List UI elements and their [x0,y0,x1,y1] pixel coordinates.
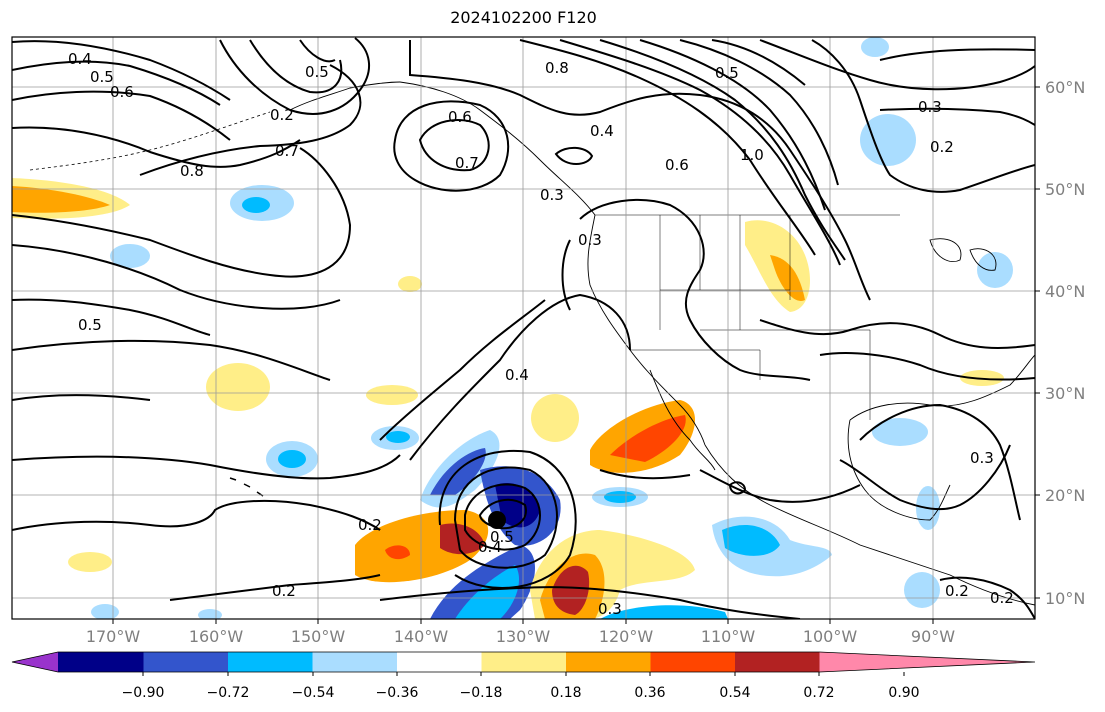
colorbar-swatch [650,652,735,672]
contour-label: 0.3 [540,186,564,204]
lat-label: 60°N [1045,78,1085,97]
contour-label: 0.5 [715,64,739,82]
lat-ticks [1035,86,1040,599]
contour-label: 0.4 [68,50,92,68]
colorbar-swatch [58,652,144,672]
map-panel: 0.4 0.5 0.6 0.8 0.7 0.2 0.8 0.5 0.6 0.7 … [12,37,1035,619]
colorbar-labels: −0.90 −0.72 −0.54 −0.36 −0.18 0.18 0.36 … [122,685,920,701]
contour-label: 0.4 [590,122,614,140]
lon-label: 150°W [291,627,346,646]
contour-label: 0.6 [665,156,689,174]
colorbar-swatch [481,652,566,672]
contour-label: 0.2 [945,582,969,600]
lon-label: 130°W [496,627,551,646]
lat-label: 50°N [1045,180,1085,199]
contour-label: 0.6 [110,83,134,101]
lon-label: 110°W [701,627,756,646]
contour-label: 0.4 [505,366,529,384]
colorbar-swatch [397,652,482,672]
contour-label: 0.8 [180,162,204,180]
colorbar-tick-label: −0.18 [460,685,503,701]
contour-label: 0.8 [545,59,569,77]
colorbar-tick-label: 0.36 [634,685,665,701]
contour-lines [12,37,1035,619]
map-title: 2024102200 F120 [450,8,597,27]
contour-labels: 0.4 0.5 0.6 0.8 0.7 0.2 0.8 0.5 0.6 0.7 … [68,50,1014,618]
lat-label: 40°N [1045,282,1085,301]
contour-label: 0.2 [272,582,296,600]
contour-label: 0.2 [358,516,382,534]
colorbar-tick-label: 0.72 [803,685,834,701]
colorbar-swatch [312,652,397,672]
contour-label: 0.2 [990,589,1014,607]
colorbar-swatch [143,652,228,672]
contour-label: 0.5 [78,316,102,334]
lon-label: 90°W [911,627,955,646]
colorbar-swatch [566,652,651,672]
colorbar [11,651,1036,676]
lat-label: 10°N [1045,589,1085,608]
contour-label: 0.5 [90,68,114,86]
colorbar-swatch [228,652,313,672]
colorbar-tick-label: −0.36 [376,685,419,701]
colorbar-tick-label: −0.72 [207,685,250,701]
contour-label: 0.7 [455,154,479,172]
colorbar-tick-label: 0.18 [550,685,581,701]
lat-label: 20°N [1045,486,1085,505]
lon-label: 160°W [189,627,244,646]
contour-label: 1.0 [740,146,764,164]
contour-label: 0.2 [270,106,294,124]
colorbar-outline [11,651,1036,673]
colorbar-extend-high [819,652,1035,672]
contour-label: 0.5 [490,528,514,546]
contour-label: 0.7 [275,142,299,160]
colorbar-extend-low [12,652,58,672]
lon-labels: 170°W 160°W 150°W 140°W 130°W 120°W 110°… [86,627,955,646]
contour-label: 0.3 [578,231,602,249]
colorbar-tick-label: 0.54 [719,685,750,701]
contour-label: 0.5 [305,63,329,81]
colorbar-tick-label: −0.54 [292,685,335,701]
lon-label: 170°W [86,627,141,646]
contour-label: 0.3 [598,600,622,618]
lon-label: 120°W [599,627,654,646]
contour-label: 0.3 [918,98,942,116]
storm-center-marker [488,511,506,529]
lon-label: 100°W [803,627,858,646]
lon-ticks [112,619,934,624]
lon-label: 140°W [394,627,449,646]
lat-labels: 60°N 50°N 40°N 30°N 20°N 10°N [1045,78,1085,608]
lat-label: 30°N [1045,384,1085,403]
contour-label: 0.4 [478,538,502,556]
gridlines [12,37,1035,619]
contour-label: 0.2 [930,138,954,156]
colorbar-tick-label: −0.90 [122,685,165,701]
anomaly-shading [12,37,1013,619]
colorbar-swatch [735,652,820,672]
contour-label: 0.3 [970,449,994,467]
colorbar-tick-label: 0.90 [888,685,919,701]
contour-label: 0.6 [448,108,472,126]
